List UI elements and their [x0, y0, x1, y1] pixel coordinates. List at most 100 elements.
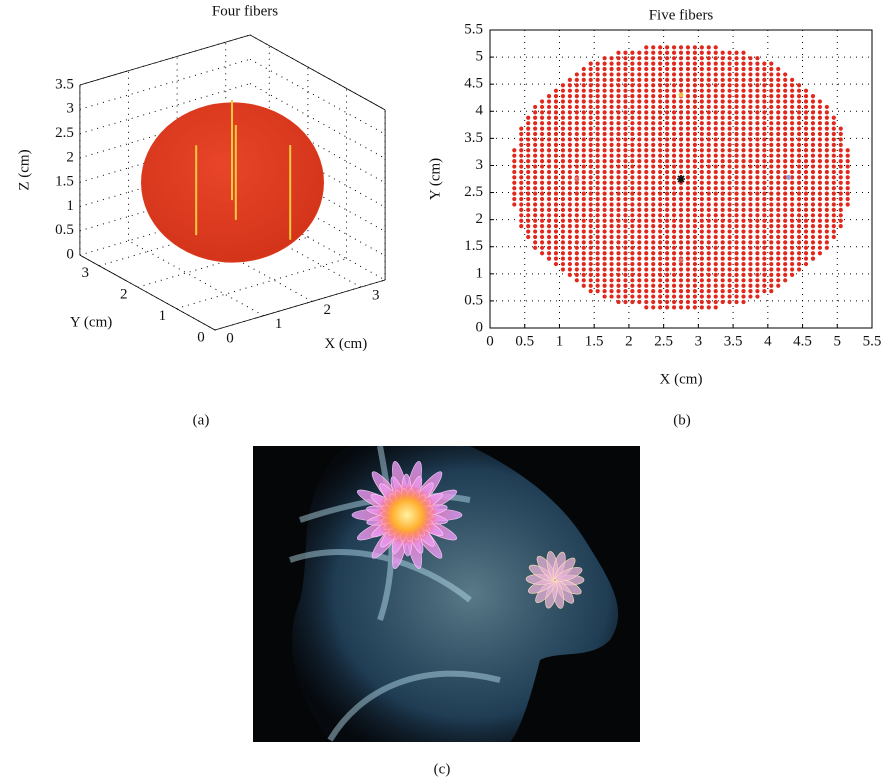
fiber-point	[677, 175, 685, 183]
tissue-point	[665, 83, 669, 87]
tissue-point	[526, 175, 530, 179]
tissue-point	[623, 89, 627, 93]
tissue-point	[512, 170, 516, 174]
tissue-point	[623, 284, 627, 288]
tissue-point	[637, 224, 641, 228]
tissue-point	[623, 257, 627, 261]
tissue-point	[748, 240, 752, 244]
tissue-point	[582, 116, 586, 120]
tissue-point	[734, 197, 738, 201]
tissue-point	[519, 224, 523, 228]
tissue-point	[630, 284, 634, 288]
tissue-point	[568, 246, 572, 250]
tissue-point	[741, 61, 745, 65]
tissue-point	[609, 170, 613, 174]
tissue-point	[721, 56, 725, 60]
tissue-point	[630, 56, 634, 60]
tissue-point	[672, 137, 676, 141]
tissue-point	[658, 116, 662, 120]
tissue-point	[637, 229, 641, 233]
tissue-point	[540, 213, 544, 217]
tissue-point	[596, 267, 600, 271]
tissue-point	[734, 164, 738, 168]
tissue-point	[637, 89, 641, 93]
tissue-point	[603, 229, 607, 233]
tissue-point	[825, 148, 829, 152]
tissue-point	[630, 116, 634, 120]
tissue-point	[818, 148, 822, 152]
tissue-point	[825, 110, 829, 114]
tissue-point	[575, 240, 579, 244]
tissue-point	[825, 219, 829, 223]
tissue-point	[623, 78, 627, 82]
tissue-point	[665, 56, 669, 60]
tissue-point	[755, 72, 759, 76]
tissue-point	[540, 192, 544, 196]
tissue-point	[603, 116, 607, 120]
tissue-point	[651, 175, 655, 179]
tissue-point	[651, 116, 655, 120]
tissue-point	[589, 164, 593, 168]
tissue-point	[630, 99, 634, 103]
tissue-point	[762, 186, 766, 190]
tissue-point	[769, 235, 773, 239]
tissue-point	[755, 278, 759, 282]
tissue-point	[616, 240, 620, 244]
tissue-point	[700, 45, 704, 49]
tissue-point	[734, 219, 738, 223]
tissue-point	[603, 170, 607, 174]
tissue-point	[741, 181, 745, 185]
tissue-point	[700, 164, 704, 168]
tissue-point	[769, 170, 773, 174]
tissue-point	[804, 192, 808, 196]
z-tick-label: 2	[66, 149, 74, 165]
tissue-point	[603, 137, 607, 141]
tissue-point	[846, 148, 850, 152]
tissue-point	[804, 219, 808, 223]
tissue-point	[832, 219, 836, 223]
tissue-point	[568, 175, 572, 179]
tissue-point	[693, 110, 697, 114]
tissue-point	[700, 116, 704, 120]
tissue-point	[776, 110, 780, 114]
tissue-point	[728, 208, 732, 212]
tissue-point	[561, 116, 565, 120]
tissue-point	[818, 159, 822, 163]
tissue-point	[540, 164, 544, 168]
tissue-point	[707, 229, 711, 233]
tissue-point	[693, 67, 697, 71]
tissue-point	[790, 78, 794, 82]
tissue-point	[547, 240, 551, 244]
tissue-point	[609, 246, 613, 250]
tissue-point	[561, 202, 565, 206]
tissue-point	[658, 267, 662, 271]
tissue-point	[575, 273, 579, 277]
tissue-point	[714, 159, 718, 163]
tissue-point	[714, 164, 718, 168]
tissue-point	[721, 284, 725, 288]
tissue-point	[644, 105, 648, 109]
tissue-point	[561, 257, 565, 261]
tissue-point	[575, 235, 579, 239]
tissue-point	[665, 89, 669, 93]
tissue-point	[714, 105, 718, 109]
tissue-point	[554, 154, 558, 158]
tissue-point	[811, 110, 815, 114]
tissue-point	[658, 67, 662, 71]
tissue-point	[603, 213, 607, 217]
tissue-point	[665, 229, 669, 233]
tissue-point	[616, 224, 620, 228]
tissue-point	[707, 267, 711, 271]
tissue-point	[651, 224, 655, 228]
tissue-point	[561, 110, 565, 114]
tissue-point	[811, 257, 815, 261]
tissue-point	[665, 67, 669, 71]
tissue-point	[589, 61, 593, 65]
tissue-point	[575, 94, 579, 98]
tissue-point	[728, 235, 732, 239]
tissue-point	[575, 159, 579, 163]
tissue-point	[776, 89, 780, 93]
tissue-point	[519, 159, 523, 163]
tissue-point	[748, 67, 752, 71]
tissue-point	[700, 143, 704, 147]
